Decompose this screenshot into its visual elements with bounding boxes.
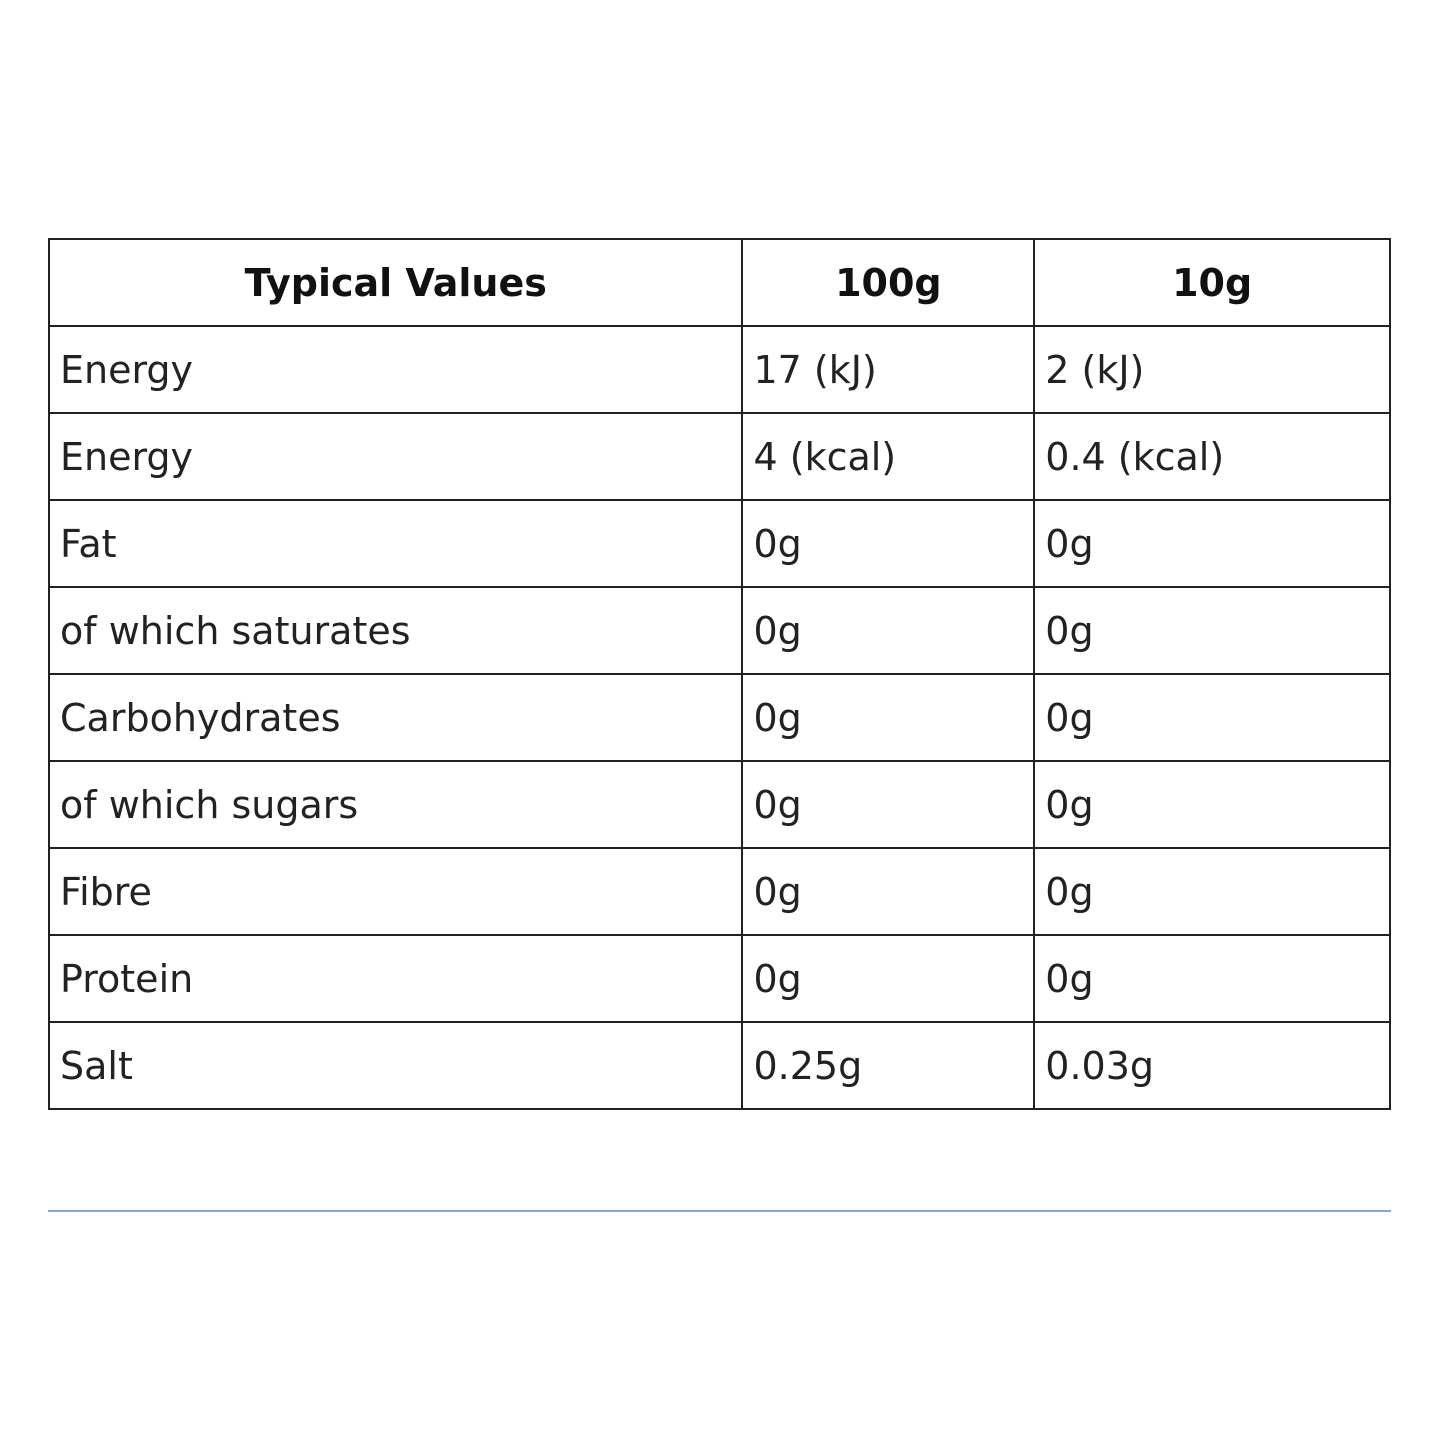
table-cell: 0g (741, 499, 1036, 588)
table-cell: 17 (kJ) (741, 325, 1036, 414)
table-cell: 2 (kJ) (1033, 325, 1391, 414)
table-cell: of which sugars (47, 760, 744, 849)
table-cell: 0.03g (1033, 1021, 1391, 1110)
table-row: Energy 4 (kcal) 0.4 (kcal) (47, 412, 1391, 501)
table-cell: 0g (1033, 499, 1391, 588)
table-cell: Fibre (47, 847, 744, 936)
table-cell: 0g (1033, 760, 1391, 849)
table-cell: 0g (741, 847, 1036, 936)
nutrition-table: Typical Values 100g 10g Energy 17 (kJ) 2 (kJ… (47, 238, 1391, 1110)
table-cell: Carbohydrates (47, 673, 744, 762)
table-row: Energy 17 (kJ) 2 (kJ) (47, 325, 1391, 414)
table-cell: 0g (1033, 586, 1391, 675)
table-cell: 0.25g (741, 1021, 1036, 1110)
table-cell: Salt (47, 1021, 744, 1110)
table-row: Fibre 0g 0g (47, 847, 1391, 936)
header-cell: 100g (741, 238, 1036, 327)
table-cell: Protein (47, 934, 744, 1023)
table-cell: 0g (741, 586, 1036, 675)
table-cell: 4 (kcal) (741, 412, 1036, 501)
table-cell: Energy (47, 325, 744, 414)
table-row: Protein 0g 0g (47, 934, 1391, 1023)
table-cell: Energy (47, 412, 744, 501)
table-cell: Fat (47, 499, 744, 588)
table-cell: 0g (1033, 847, 1391, 936)
table-row: Carbohydrates 0g 0g (47, 673, 1391, 762)
table-cell: 0g (741, 673, 1036, 762)
divider (48, 1210, 1391, 1212)
table-row: of which saturates 0g 0g (47, 586, 1391, 675)
table-cell: 0g (1033, 934, 1391, 1023)
table-row: Fat 0g 0g (47, 499, 1391, 588)
table-cell: 0.4 (kcal) (1033, 412, 1391, 501)
table-body: Energy 17 (kJ) 2 (kJ) Energy 4 (kcal) 0.4 (kc… (47, 325, 1391, 1110)
table-cell: 0g (741, 934, 1036, 1023)
table-row: Salt 0.25g 0.03g (47, 1021, 1391, 1110)
table-cell: 0g (741, 760, 1036, 849)
header-cell: 10g (1033, 238, 1391, 327)
table-cell: of which saturates (47, 586, 744, 675)
table-cell: 0g (1033, 673, 1391, 762)
header-cell: Typical Values (47, 238, 744, 327)
header-row: Typical Values 100g 10g (47, 238, 1391, 327)
table-row: of which sugars 0g 0g (47, 760, 1391, 849)
